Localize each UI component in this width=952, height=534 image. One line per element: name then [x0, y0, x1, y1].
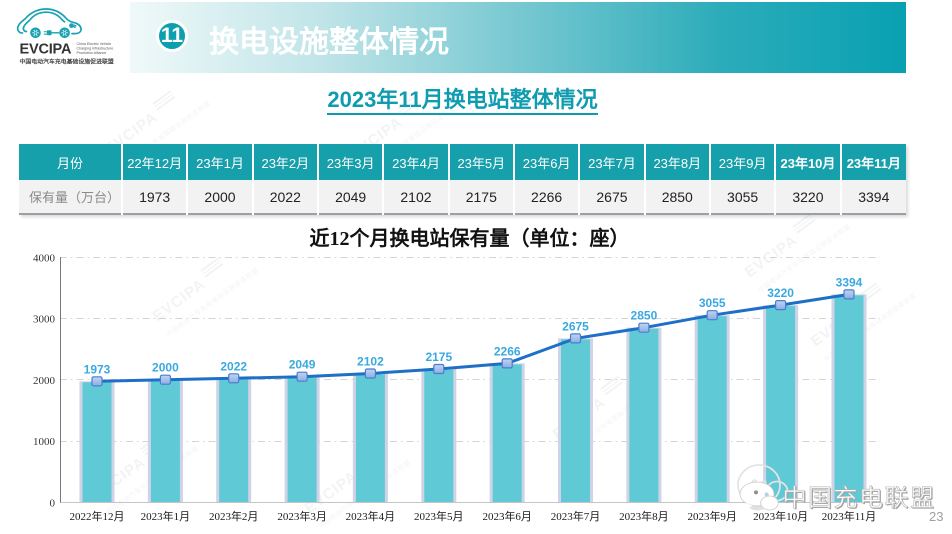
svg-text:2850: 2850 — [631, 309, 658, 323]
svg-text:1000: 1000 — [33, 436, 56, 448]
svg-text:2022年12月: 2022年12月 — [70, 509, 125, 523]
svg-text:中国电动汽车充电基础设施促进联盟: 中国电动汽车充电基础设施促进联盟 — [20, 58, 114, 66]
svg-text:2023年6月: 2023年6月 — [482, 509, 532, 523]
svg-text:Charging Infrastructure: Charging Infrastructure — [77, 47, 114, 51]
svg-text:中国充电联盟: 中国充电联盟 — [783, 485, 936, 512]
svg-text:2023年10月: 2023年10月 — [753, 509, 808, 523]
svg-text:3055: 3055 — [699, 296, 726, 310]
svg-text:China Electric Vehicle: China Electric Vehicle — [77, 42, 112, 46]
svg-text:3000: 3000 — [33, 314, 56, 326]
svg-text:2023年2月: 2023年2月 — [209, 509, 259, 523]
svg-text:2023年11月: 2023年11月 — [822, 509, 877, 523]
svg-text:2023年3月: 2023年3月 — [277, 509, 327, 523]
svg-text:Promotion Alliance: Promotion Alliance — [77, 51, 107, 55]
svg-text:2023年9月: 2023年9月 — [687, 509, 737, 523]
svg-text:2023年7月: 2023年7月 — [551, 509, 601, 523]
svg-text:3394: 3394 — [836, 275, 863, 289]
svg-text:2675: 2675 — [562, 319, 589, 333]
svg-text:2023年8月: 2023年8月 — [619, 509, 669, 523]
svg-text:2023年4月: 2023年4月 — [346, 509, 396, 523]
svg-text:2102: 2102 — [357, 355, 384, 369]
svg-text:2049: 2049 — [289, 358, 316, 372]
svg-text:EVCIPA: EVCIPA — [20, 42, 72, 58]
svg-text:2000: 2000 — [33, 375, 56, 387]
svg-text:2023年1月: 2023年1月 — [141, 509, 191, 523]
svg-text:2023年5月: 2023年5月 — [414, 509, 464, 523]
svg-text:3220: 3220 — [767, 286, 794, 300]
svg-text:2266: 2266 — [494, 344, 521, 358]
svg-text:0: 0 — [50, 497, 56, 509]
svg-text:2000: 2000 — [152, 361, 179, 375]
svg-text:2022: 2022 — [220, 359, 247, 373]
svg-text:中国充电联盟: 中国充电联盟 — [784, 486, 937, 513]
svg-text:2175: 2175 — [425, 350, 452, 364]
svg-text:4000: 4000 — [33, 253, 56, 265]
svg-text:1973: 1973 — [84, 362, 111, 376]
